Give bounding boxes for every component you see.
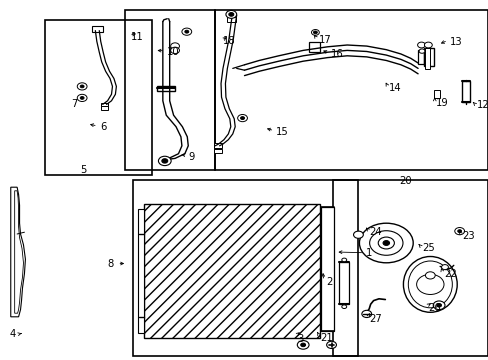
Text: 24: 24 (369, 227, 382, 237)
Text: 2: 2 (326, 276, 332, 287)
Circle shape (418, 49, 424, 53)
Ellipse shape (407, 261, 451, 308)
Circle shape (326, 341, 336, 348)
Bar (101, 103, 108, 107)
Circle shape (417, 42, 425, 48)
Text: 12: 12 (476, 100, 488, 110)
Circle shape (313, 31, 317, 34)
Circle shape (359, 223, 412, 263)
Bar (45, 20, 151, 175)
Text: 3: 3 (297, 334, 303, 344)
Bar (213, 149, 222, 153)
Text: 9: 9 (188, 152, 195, 162)
Circle shape (441, 265, 447, 270)
Circle shape (416, 274, 443, 294)
Text: 22: 22 (443, 269, 456, 279)
Circle shape (237, 114, 247, 122)
Bar (227, 17, 236, 22)
Text: 18: 18 (223, 36, 235, 46)
Ellipse shape (403, 256, 456, 312)
Circle shape (436, 303, 441, 307)
Text: 20: 20 (398, 176, 411, 186)
Text: 10: 10 (167, 47, 180, 57)
Circle shape (341, 305, 346, 309)
Text: 6: 6 (100, 122, 106, 132)
Bar (425, 48, 429, 69)
Text: 15: 15 (275, 127, 288, 137)
Circle shape (369, 231, 402, 255)
Circle shape (353, 231, 363, 238)
Circle shape (382, 240, 389, 246)
Bar (157, 86, 175, 91)
Bar (125, 10, 215, 170)
Bar (138, 209, 144, 333)
Bar (332, 180, 487, 356)
Text: 26: 26 (427, 303, 440, 313)
Circle shape (361, 310, 371, 318)
Bar (92, 26, 102, 32)
Circle shape (432, 301, 444, 310)
Text: 5: 5 (80, 165, 86, 175)
Circle shape (228, 13, 233, 16)
Circle shape (225, 10, 236, 18)
Text: 4: 4 (10, 329, 16, 339)
Circle shape (425, 272, 434, 279)
Text: 21: 21 (320, 333, 332, 343)
Circle shape (80, 96, 84, 99)
Circle shape (300, 343, 305, 347)
Circle shape (158, 156, 171, 166)
Text: 17: 17 (318, 35, 331, 45)
Circle shape (162, 159, 167, 163)
Circle shape (311, 30, 319, 35)
Circle shape (182, 28, 191, 35)
Circle shape (77, 83, 87, 90)
Bar (320, 207, 334, 331)
Circle shape (454, 228, 464, 235)
Bar (424, 48, 433, 66)
Text: 11: 11 (131, 32, 143, 42)
Text: 1: 1 (365, 248, 371, 258)
Circle shape (297, 341, 308, 349)
Bar (308, 42, 319, 52)
Bar (339, 262, 348, 304)
Bar (433, 90, 439, 98)
Circle shape (457, 230, 461, 233)
Circle shape (341, 258, 346, 262)
Bar (144, 204, 320, 338)
Text: 7: 7 (71, 99, 78, 109)
Text: 13: 13 (449, 37, 462, 47)
Text: 19: 19 (435, 98, 448, 108)
Text: 14: 14 (388, 83, 401, 93)
Text: 23: 23 (462, 231, 474, 241)
Bar (213, 143, 222, 148)
Bar (101, 106, 108, 110)
Circle shape (184, 30, 188, 33)
Circle shape (170, 47, 179, 54)
Text: 27: 27 (369, 314, 382, 324)
Circle shape (378, 237, 393, 249)
Bar (461, 81, 469, 102)
Circle shape (80, 85, 84, 88)
Text: 25: 25 (422, 243, 434, 253)
Bar (133, 180, 357, 356)
Bar (417, 50, 423, 64)
Circle shape (240, 117, 244, 120)
Bar (215, 10, 487, 170)
Circle shape (424, 42, 431, 48)
Text: 16: 16 (330, 49, 343, 59)
Circle shape (170, 43, 179, 49)
Text: 8: 8 (107, 258, 114, 269)
Circle shape (77, 94, 87, 102)
